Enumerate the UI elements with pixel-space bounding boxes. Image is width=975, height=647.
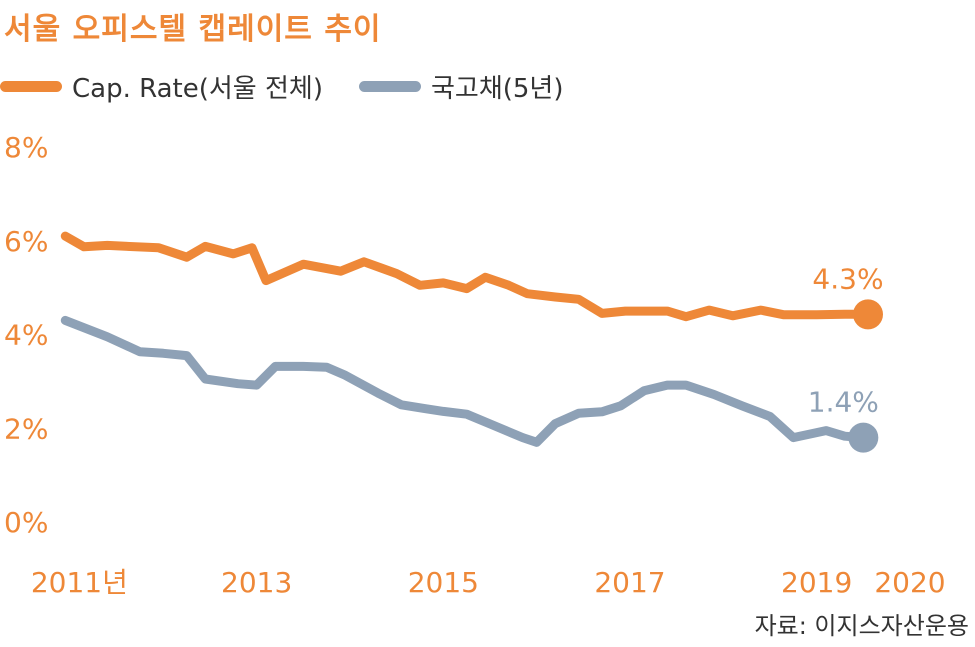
x-tick-label: 2015 (408, 566, 479, 599)
series-line-1 (60, 315, 868, 447)
chart-title: 서울 오피스텔 캡레이트 추이 (4, 12, 382, 47)
legend-swatch-treasury (358, 80, 421, 92)
x-tick-label: 2019 (781, 566, 852, 599)
series-end-marker-1 (848, 422, 879, 453)
legend-label-treasury: 국고채(5년) (430, 73, 564, 104)
y-tick-label: 8% (4, 131, 48, 164)
x-tick-label: 2013 (221, 566, 292, 599)
y-tick-label: 2% (4, 412, 48, 445)
y-tick-label: 4% (4, 319, 48, 352)
source-note: 자료: 이지스자산운용 (754, 612, 969, 640)
legend-item-cap-rate: Cap. Rate(서울 전체) (0, 68, 323, 105)
y-tick-label: 6% (4, 225, 48, 258)
y-tick-label: 0% (4, 506, 48, 539)
legend-item-treasury: 국고채(5년) (358, 68, 564, 105)
series-end-label-1: 1.4% (808, 386, 879, 419)
legend: Cap. Rate(서울 전체) 국고채(5년) (0, 66, 600, 106)
series-end-label-0: 4.3% (812, 262, 883, 295)
x-tick-label: 2017 (594, 566, 665, 599)
legend-label-cap-rate: Cap. Rate(서울 전체) (72, 73, 323, 104)
x-tick-label: 2020 (874, 566, 945, 599)
series-end-marker-0 (853, 299, 883, 330)
x-tick-label: 2011년 (31, 566, 128, 599)
legend-swatch-cap-rate (0, 80, 62, 92)
series-line-0 (60, 231, 873, 322)
